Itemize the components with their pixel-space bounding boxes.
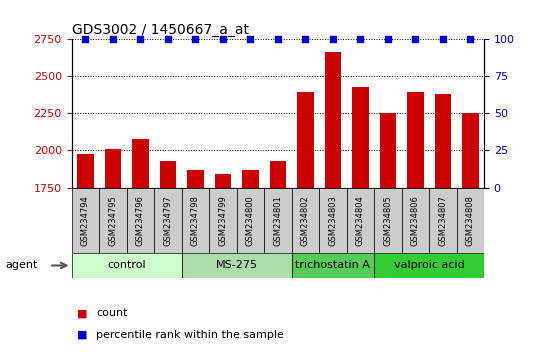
Text: GSM234802: GSM234802 — [301, 195, 310, 246]
Bar — [297, 92, 313, 188]
Text: GSM234808: GSM234808 — [466, 195, 475, 246]
Point — [191, 36, 200, 42]
Text: GDS3002 / 1450667_a_at: GDS3002 / 1450667_a_at — [72, 23, 249, 36]
FancyBboxPatch shape — [319, 188, 346, 253]
FancyBboxPatch shape — [154, 188, 182, 253]
Point — [301, 36, 310, 42]
Text: valproic acid: valproic acid — [394, 261, 464, 270]
FancyBboxPatch shape — [126, 188, 154, 253]
Text: MS-275: MS-275 — [216, 261, 257, 270]
Point — [356, 36, 365, 42]
Text: count: count — [96, 308, 128, 318]
Text: GSM234796: GSM234796 — [136, 195, 145, 246]
FancyBboxPatch shape — [209, 188, 236, 253]
Bar — [242, 170, 258, 188]
Text: GSM234797: GSM234797 — [163, 195, 172, 246]
Point — [383, 36, 392, 42]
Bar — [352, 86, 368, 188]
Text: control: control — [107, 261, 146, 270]
Text: GSM234807: GSM234807 — [438, 195, 447, 246]
Bar — [379, 113, 396, 188]
Text: GSM234803: GSM234803 — [328, 195, 337, 246]
Text: ■: ■ — [77, 330, 87, 339]
Bar — [104, 149, 121, 188]
Point — [81, 36, 90, 42]
Text: GSM234794: GSM234794 — [81, 195, 90, 246]
FancyBboxPatch shape — [402, 188, 429, 253]
FancyBboxPatch shape — [292, 188, 319, 253]
Point — [466, 36, 475, 42]
FancyBboxPatch shape — [99, 188, 127, 253]
FancyBboxPatch shape — [429, 188, 456, 253]
FancyBboxPatch shape — [346, 188, 374, 253]
Bar — [160, 161, 176, 188]
Bar — [77, 154, 94, 188]
Point — [218, 36, 227, 42]
Text: ■: ■ — [77, 308, 87, 318]
Point — [273, 36, 282, 42]
Text: GSM234804: GSM234804 — [356, 195, 365, 246]
Text: GSM234805: GSM234805 — [383, 195, 392, 246]
Bar — [462, 113, 478, 188]
Point — [246, 36, 255, 42]
FancyBboxPatch shape — [292, 253, 374, 278]
Point — [136, 36, 145, 42]
Point — [411, 36, 420, 42]
FancyBboxPatch shape — [264, 188, 292, 253]
FancyBboxPatch shape — [182, 253, 292, 278]
Text: GSM234801: GSM234801 — [273, 195, 282, 246]
Text: GSM234799: GSM234799 — [218, 195, 227, 246]
Text: GSM234806: GSM234806 — [411, 195, 420, 246]
Text: trichostatin A: trichostatin A — [295, 261, 370, 270]
FancyBboxPatch shape — [72, 188, 99, 253]
Bar — [324, 52, 341, 188]
Bar — [434, 94, 451, 188]
Bar — [187, 170, 204, 188]
Text: GSM234798: GSM234798 — [191, 195, 200, 246]
FancyBboxPatch shape — [374, 188, 401, 253]
Text: GSM234800: GSM234800 — [246, 195, 255, 246]
Bar — [270, 161, 286, 188]
Bar — [132, 139, 148, 188]
Point — [108, 36, 117, 42]
FancyBboxPatch shape — [182, 188, 209, 253]
FancyBboxPatch shape — [456, 188, 484, 253]
Text: percentile rank within the sample: percentile rank within the sample — [96, 330, 284, 339]
FancyBboxPatch shape — [72, 253, 182, 278]
FancyBboxPatch shape — [236, 188, 264, 253]
FancyBboxPatch shape — [374, 253, 484, 278]
Text: GSM234795: GSM234795 — [108, 195, 117, 246]
Point — [163, 36, 172, 42]
Point — [438, 36, 447, 42]
Text: agent: agent — [6, 260, 38, 270]
Point — [328, 36, 337, 42]
Bar — [407, 92, 424, 188]
Bar — [214, 174, 231, 188]
